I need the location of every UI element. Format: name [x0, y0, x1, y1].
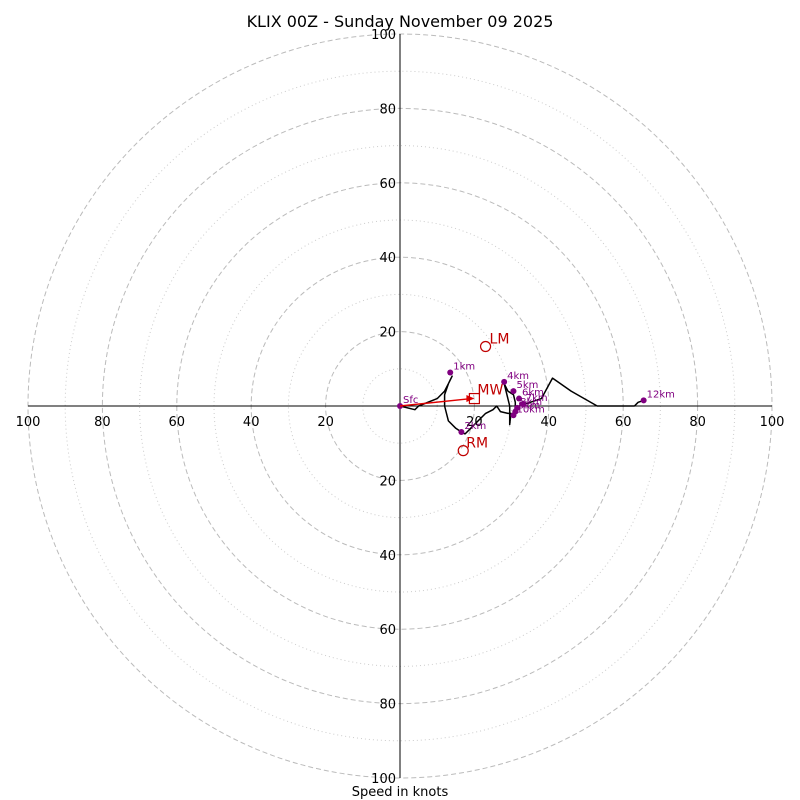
height-marker-label: 9km — [518, 401, 540, 412]
mean-wind-marker — [468, 392, 480, 405]
x-tick-label: 40 — [243, 415, 260, 430]
x-tick-label: 60 — [615, 415, 632, 430]
y-tick-label: 20 — [379, 474, 396, 489]
x-tick-label: 100 — [760, 415, 785, 430]
y-tick-label: 60 — [379, 177, 396, 192]
y-tick-label: 40 — [379, 251, 396, 266]
left-mover-marker — [479, 340, 492, 353]
height-marker-12km — [640, 397, 647, 404]
height-marker-6km — [516, 395, 523, 402]
height-marker-label: 2km — [464, 421, 486, 432]
x-tick-label: 40 — [541, 415, 558, 430]
left-mover-label: LM — [490, 331, 510, 347]
mean-wind-vector — [399, 397, 472, 407]
height-marker-2km — [458, 429, 465, 436]
height-marker-5km — [510, 388, 517, 395]
y-tick-label: 20 — [379, 326, 396, 341]
y-tick-labels: 100 80 60 40 20 20 40 60 80 100 — [371, 28, 396, 787]
height-marker-label: 5km — [516, 380, 538, 391]
x-tick-label: 80 — [94, 415, 111, 430]
x-axis-label: Speed in knots — [352, 785, 449, 800]
y-tick-label: 80 — [379, 698, 396, 713]
wind-trace-line — [399, 375, 644, 435]
height-marker-label: 12km — [647, 389, 675, 400]
mean-wind-arrowhead — [466, 395, 475, 403]
height-marker-label: 7km — [526, 393, 548, 404]
right-mover-marker — [457, 445, 469, 457]
right-mover-label: RM — [466, 436, 488, 452]
height-marker-label: Sfc — [403, 395, 418, 406]
height-marker-4km — [501, 378, 508, 385]
x-tick-label: 100 — [16, 415, 41, 430]
x-tick-labels: 100 80 60 40 20 20 40 60 80 100 — [16, 415, 785, 430]
chart-title: KLIX 00Z - Sunday November 09 2025 — [247, 12, 554, 31]
storm-motion-markers: LM RM MW — [399, 331, 510, 457]
height-marker-label: 1km — [453, 362, 475, 373]
y-tick-label: 100 — [371, 772, 396, 787]
height-marker-label: 8km — [520, 397, 542, 408]
height-marker-1km — [447, 369, 454, 376]
y-tick-label: 100 — [371, 28, 396, 43]
y-tick-label: 40 — [379, 549, 396, 564]
x-tick-label: 60 — [169, 415, 186, 430]
x-tick-label: 80 — [689, 415, 706, 430]
x-tick-label: 20 — [466, 415, 483, 430]
x-tick-label: 20 — [317, 415, 334, 430]
height-marker-label: 10km — [516, 404, 544, 415]
wind-trace — [399, 375, 644, 435]
height-marker-label: 6km — [522, 388, 544, 399]
mean-wind-label: MW — [477, 383, 503, 399]
height-marker-10km — [510, 412, 517, 419]
y-tick-label: 80 — [379, 102, 396, 117]
y-tick-label: 60 — [379, 623, 396, 638]
height-marker-label: 4km — [507, 371, 529, 382]
height-marker-7km — [519, 401, 526, 408]
